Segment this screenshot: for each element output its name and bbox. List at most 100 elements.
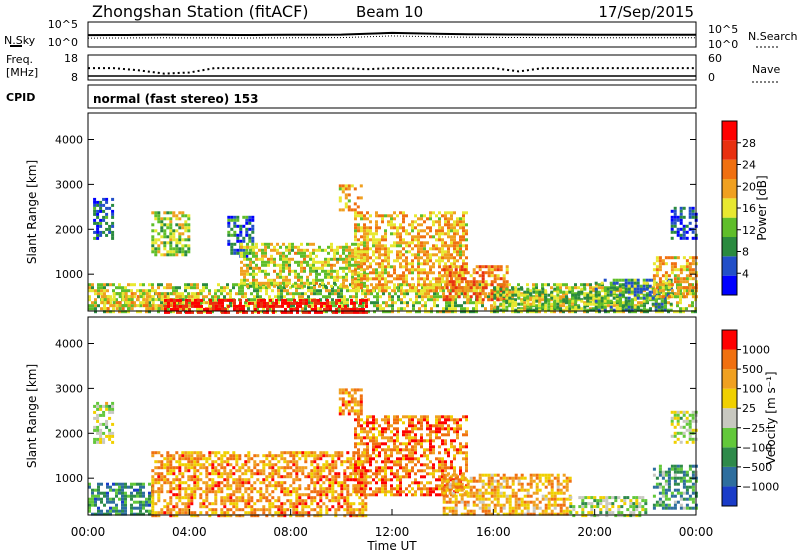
- heatmap-cell-r8: [366, 211, 369, 215]
- heatmap-cell-r2: [238, 478, 242, 482]
- heatmap-cell-r2: [190, 502, 194, 506]
- heatmap-cell-r11: [594, 290, 598, 294]
- heatmap-cell-r8: [360, 262, 363, 266]
- heatmap-cell-r0: [142, 494, 145, 498]
- heatmap-cell-r3: [111, 209, 115, 213]
- heatmap-cell-r2: [319, 490, 323, 494]
- heatmap-cell-r2: [175, 478, 179, 482]
- heatmap-cell-r11: [645, 299, 649, 303]
- heatmap-cell-r8: [462, 253, 465, 257]
- heatmap-cell-r2: [151, 511, 155, 515]
- heatmap-cell-r2: [178, 478, 182, 482]
- heatmap-cell-r0: [430, 307, 433, 311]
- heatmap-cell-r2: [295, 460, 299, 464]
- heatmap-cell-r6: [345, 260, 348, 264]
- heatmap-cell-r3: [102, 215, 106, 219]
- heatmap-cell-r6: [279, 254, 282, 258]
- heatmap-cell-r5: [230, 215, 234, 219]
- heatmap-cell-r2: [283, 487, 287, 491]
- heatmap-cell-r8: [462, 229, 465, 233]
- heatmap-cell-r2: [295, 478, 299, 482]
- heatmap-cell-r11: [606, 287, 610, 291]
- heatmap-cell-r6: [351, 269, 354, 273]
- heatmap-cell-r8: [411, 229, 414, 233]
- heatmap-cell-r0: [400, 289, 403, 293]
- heatmap-cell-r2: [253, 487, 257, 491]
- heatmap-cell-r0: [436, 304, 439, 308]
- heatmap-cell-r2: [211, 508, 215, 512]
- heatmap-cell-r9: [496, 298, 500, 302]
- heatmap-cell-r6: [348, 269, 351, 273]
- heatmap-cell-r10: [505, 305, 509, 309]
- nave-label: Nave: [752, 63, 780, 76]
- heatmap-cell-r2: [167, 310, 170, 314]
- heatmap-cell-r9: [463, 277, 467, 281]
- heatmap-cell-r8: [375, 277, 378, 281]
- heatmap-cell-r9: [493, 274, 497, 278]
- heatmap-cell-r3: [111, 212, 115, 216]
- heatmap-cell-r0: [361, 289, 364, 293]
- heatmap-cell-r2: [316, 493, 320, 497]
- heatmap-cell-r6: [348, 245, 351, 249]
- heatmap-cell-r2: [241, 472, 245, 476]
- heatmap-cell-r0: [640, 304, 643, 308]
- heatmap-cell-r2: [238, 454, 242, 458]
- heatmap-cell-r2: [361, 466, 365, 470]
- heatmap-cell-r9: [478, 289, 482, 293]
- heatmap-cell-r1: [142, 292, 146, 296]
- heatmap-cell-r0: [616, 310, 619, 314]
- heatmap-cell-r0: [343, 301, 346, 305]
- heatmap-cell-r4: [181, 250, 185, 254]
- heatmap-cell-r0: [463, 307, 466, 311]
- heatmap-cell-r3: [359, 400, 363, 404]
- heatmap-cell-r8: [462, 262, 465, 266]
- heatmap-cell-r8: [354, 283, 357, 287]
- heatmap-cell-r2: [205, 493, 209, 497]
- heatmap-cell-r0: [292, 304, 295, 308]
- heatmap-cell-r1: [130, 295, 134, 299]
- heatmap-cell-r8: [405, 274, 408, 278]
- heatmap-cell-r2: [199, 454, 203, 458]
- heatmap-cell-r8: [453, 232, 456, 236]
- heatmap-cell-r0: [217, 283, 220, 287]
- heatmap-cell-r4: [163, 244, 167, 248]
- heatmap-cell-r2: [295, 493, 299, 497]
- heatmap-cell-r1: [111, 404, 115, 408]
- heatmap-cell-r2: [334, 514, 338, 518]
- heatmap-cell-r2: [254, 307, 257, 311]
- heatmap-cell-r6: [357, 242, 360, 246]
- heatmap-cell-r2: [157, 466, 161, 470]
- heatmap-cell-r2: [221, 301, 224, 305]
- heatmap-cell-r10: [544, 308, 548, 312]
- heatmap-cell-r0: [106, 494, 109, 498]
- heatmap-cell-r8: [420, 214, 423, 218]
- colorbar-tick-label: 4: [742, 267, 749, 280]
- heatmap-cell-r6: [294, 284, 297, 288]
- heatmap-cell-r8: [390, 265, 393, 269]
- heatmap-cell-r2: [326, 301, 329, 305]
- heatmap-cell-r8: [435, 229, 438, 233]
- freq-series-dots: [88, 67, 696, 75]
- heatmap-cell-r0: [433, 301, 436, 305]
- heatmap-cell-r2: [245, 310, 248, 314]
- heatmap-cell-r2: [268, 463, 272, 467]
- heatmap-cell-r13: [673, 215, 677, 219]
- heatmap-cell-r0: [115, 506, 118, 510]
- heatmap-cell-r2: [283, 502, 287, 506]
- heatmap-cell-r11: [642, 296, 646, 300]
- heatmap-cell-r12: [658, 268, 662, 272]
- heatmap-cell-r0: [433, 298, 436, 302]
- heatmap-cell-r2: [356, 310, 359, 314]
- heatmap-cell-r2: [238, 508, 242, 512]
- heatmap-cell-r4: [169, 247, 173, 251]
- heatmap-cell-r0: [256, 289, 259, 293]
- heatmap-cell-r9: [478, 295, 482, 299]
- heatmap-cell-r2: [208, 508, 212, 512]
- heatmap-cell-r10: [541, 305, 545, 309]
- heatmap-cell-r3: [108, 206, 112, 210]
- heatmap-cell-r3: [347, 391, 351, 395]
- heatmap-cell-r2: [173, 307, 176, 311]
- heatmap-cell-r2: [199, 502, 203, 506]
- heatmap-cell-r2: [164, 310, 167, 314]
- heatmap-cell-r6: [315, 275, 318, 279]
